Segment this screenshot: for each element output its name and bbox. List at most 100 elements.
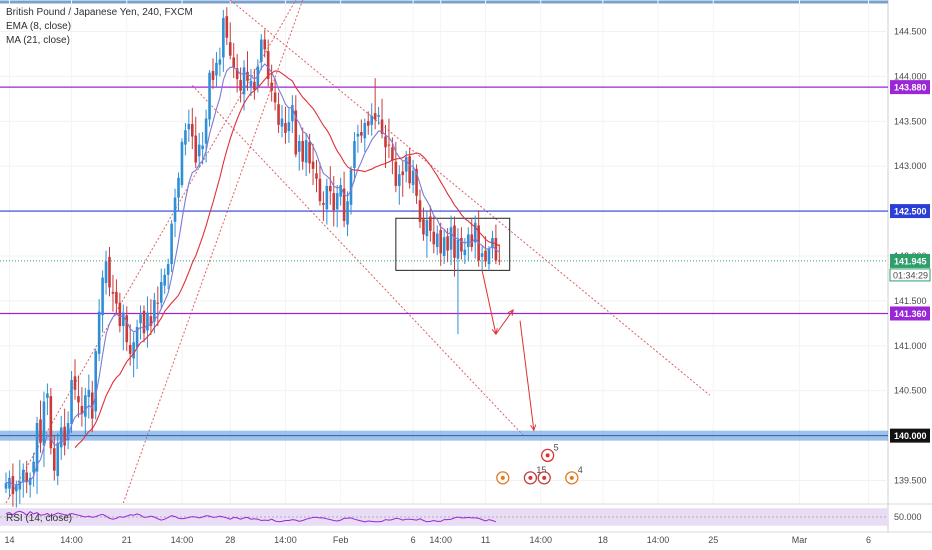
candle-body — [439, 229, 442, 254]
candle-body — [408, 156, 411, 184]
candle-body — [442, 237, 446, 256]
candle-body — [18, 481, 22, 490]
candle-body — [456, 239, 460, 259]
candle-body — [59, 427, 63, 448]
candle-body — [422, 219, 425, 235]
candle-body — [453, 225, 456, 258]
candle-body — [90, 392, 94, 419]
candle-body — [108, 256, 111, 288]
candle-body — [460, 238, 463, 252]
candle-body — [470, 234, 474, 248]
candle-body — [32, 461, 35, 473]
candle-body — [77, 396, 80, 403]
event-marker-dot — [569, 475, 574, 480]
candle-body — [373, 113, 377, 120]
projection-arrow — [495, 309, 514, 335]
candle-body — [170, 223, 173, 265]
candle-body — [142, 310, 146, 334]
x-tick-label: 6 — [866, 535, 871, 545]
candle-body — [335, 193, 339, 210]
candle-body — [125, 315, 129, 343]
y-tick-label: 144.000 — [894, 71, 927, 81]
x-tick-label: 11 — [481, 535, 490, 545]
ma-line — [74, 70, 500, 449]
projection-arrow — [481, 270, 497, 335]
candle-body — [132, 342, 135, 359]
event-marker-dot — [528, 475, 533, 480]
y-tick-label: 139.500 — [894, 476, 927, 486]
event-marker-dot — [542, 475, 547, 480]
candle-body — [80, 405, 84, 415]
candle-body — [242, 67, 246, 95]
symbol-title: British Pound / Japanese Yen, 240, FXCM — [6, 7, 193, 18]
x-tick-label: 28 — [225, 535, 235, 545]
price-tag-label: 143.880 — [894, 83, 927, 93]
candle-body — [435, 233, 439, 248]
candle-body — [28, 477, 32, 486]
candle-body — [215, 62, 218, 76]
candle-body — [363, 123, 367, 139]
event-marker-dot — [500, 475, 505, 480]
candle-body — [211, 70, 215, 80]
candle-body — [415, 168, 418, 196]
price-tag-label: 142.500 — [894, 207, 927, 217]
arrow-head — [507, 308, 514, 316]
x-tick-label: 6 — [411, 535, 416, 545]
candle-body — [339, 185, 342, 197]
candle-body — [15, 485, 18, 492]
event-marker-count: 4 — [578, 465, 583, 475]
x-tick-label: 18 — [598, 535, 608, 545]
candle-body — [46, 393, 49, 398]
candle-body — [411, 170, 415, 186]
ma-legend: MA (21, close) — [6, 35, 70, 46]
x-tick-label: 14:00 — [647, 535, 670, 545]
candle-body — [249, 80, 253, 87]
candle-body — [128, 344, 132, 354]
candle-body — [318, 178, 322, 202]
arrow-head — [530, 424, 537, 432]
rsi-line — [5, 510, 497, 523]
chart-legend: British Pound / Japanese Yen, 240, FXCM … — [6, 6, 193, 48]
candle-body — [394, 161, 398, 186]
candle-body — [263, 39, 267, 50]
candle-body — [291, 105, 294, 122]
y-tick-label: 141.500 — [894, 296, 927, 306]
x-tick-label: 14:00 — [60, 535, 83, 545]
candle-body — [429, 216, 432, 231]
x-tick-label: 14:00 — [429, 535, 452, 545]
candle-body — [222, 17, 225, 58]
candle-body — [277, 104, 280, 125]
candle-body — [53, 448, 56, 471]
countdown-tag — [889, 268, 931, 282]
candle-body — [473, 222, 477, 243]
candle-body — [384, 136, 387, 148]
candle-body — [391, 147, 394, 161]
candle-body — [366, 121, 370, 126]
candle-body — [63, 426, 66, 446]
candle-body — [218, 59, 222, 65]
candle-body — [149, 316, 153, 327]
candle-body — [139, 314, 142, 324]
candle-body — [425, 220, 429, 237]
price-tag-label: 141.945 — [894, 256, 927, 266]
x-tick-label: 14:00 — [274, 535, 297, 545]
candle-body — [297, 141, 301, 152]
event-marker-dot — [545, 453, 550, 458]
ema-line — [5, 63, 500, 486]
candle-body — [66, 423, 70, 441]
candle-body — [446, 236, 449, 251]
candle-body — [122, 312, 125, 327]
candle-body — [194, 135, 198, 163]
candle-body — [163, 274, 166, 286]
candle-body — [73, 376, 77, 390]
candle-body — [380, 119, 384, 134]
candle-body — [260, 39, 263, 62]
candle-body — [204, 118, 208, 144]
price-tag — [890, 306, 930, 321]
candle-body — [332, 193, 336, 211]
candle-body — [387, 144, 391, 146]
price-tag — [890, 80, 930, 95]
candle-body — [166, 264, 170, 275]
